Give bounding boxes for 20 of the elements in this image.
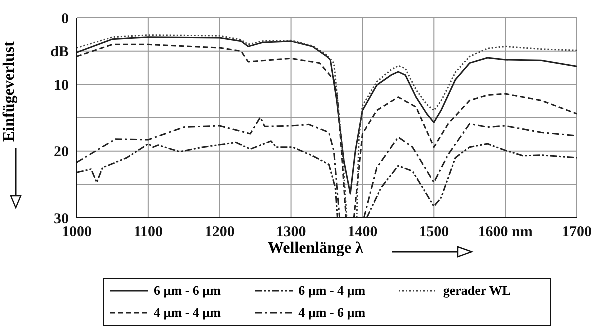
x-tick-label: 1500 (419, 224, 450, 241)
legend-label: 4 µm - 4 µm (154, 305, 221, 321)
x-tick-label: 1700 (562, 224, 592, 241)
legend-label: gerader WL (443, 283, 512, 299)
y-tick-label: 0 (62, 11, 69, 28)
y-axis-title: Einfügeverlust (1, 42, 19, 142)
x-tick-label: 1600 nm (478, 224, 534, 241)
x-tick-label: 1300 (276, 224, 306, 241)
y-tick-label: 20 (54, 144, 69, 161)
y-tick-label: 30 (54, 211, 69, 228)
y-tick-label: 10 (54, 78, 69, 94)
x-tick-label: 1400 (348, 224, 378, 241)
x-axis-title: Wellenlänge λ (268, 240, 364, 258)
y-tick-label: dB (50, 44, 69, 61)
legend-label: 4 µm - 6 µm (298, 305, 366, 321)
x-tick-label: 1000 (62, 224, 92, 241)
x-tick-label: 1200 (204, 224, 235, 241)
x-tick-label: 1100 (134, 224, 164, 241)
legend-label: 6 µm - 6 µm (154, 283, 221, 299)
legend-label: 6 µm - 4 µm (298, 283, 366, 299)
